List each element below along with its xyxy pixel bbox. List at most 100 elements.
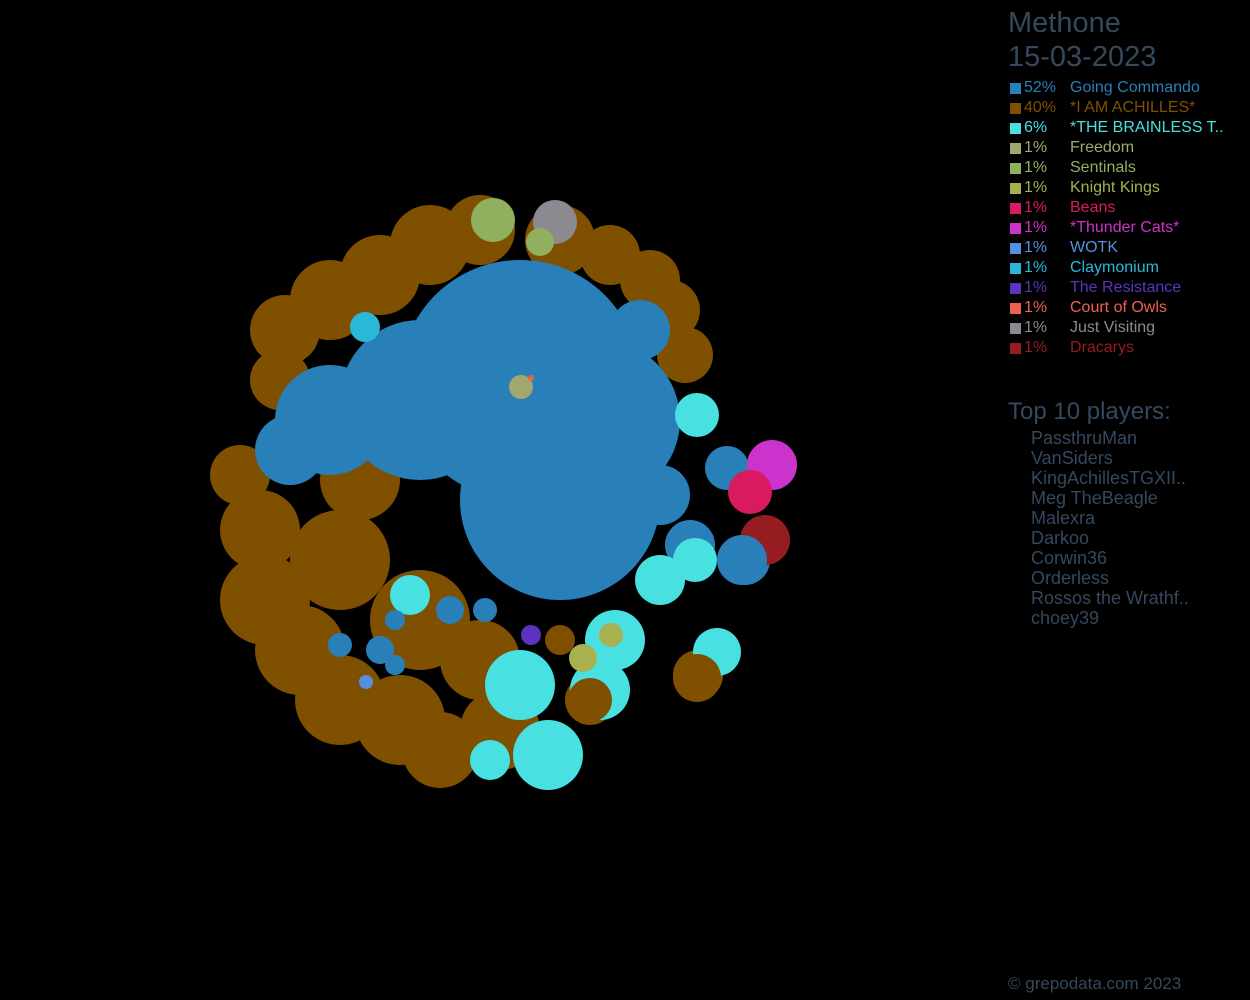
- legend-alliance-name: Freedom: [1070, 139, 1135, 156]
- player-name: VanSiders: [1031, 448, 1113, 468]
- copyright-footer: © grepodata.com 2023: [1008, 974, 1182, 993]
- territory-region: [471, 198, 515, 242]
- territory-region: [385, 610, 405, 630]
- legend-item: 6% *THE BRAINLESS T..: [1008, 118, 1248, 138]
- legend-alliance-name: Going Commando: [1070, 79, 1200, 96]
- territory-region: [470, 740, 510, 780]
- player-name: Orderless: [1031, 568, 1110, 588]
- territory-region: [385, 655, 405, 675]
- color-swatch-icon: [1010, 242, 1021, 254]
- color-swatch-icon: [1010, 262, 1021, 274]
- legend-percent: 1%: [1024, 159, 1048, 176]
- territory-region: [630, 465, 690, 525]
- player-name: Rossos the Wrathf..: [1031, 588, 1189, 608]
- territory-region: [657, 327, 713, 383]
- territory-region: [526, 228, 554, 256]
- color-swatch-icon: [1010, 162, 1021, 174]
- legend-alliance-name: *Thunder Cats*: [1070, 219, 1180, 236]
- world-name: Methone: [1008, 7, 1121, 39]
- territory-region: [717, 535, 767, 585]
- territory-region: [521, 625, 541, 645]
- legend-alliance-name: Dracarys: [1070, 339, 1135, 356]
- player-name: PassthruMan: [1031, 428, 1138, 448]
- territory-region: [675, 393, 719, 437]
- legend-percent: 40%: [1024, 99, 1057, 116]
- territory-region: [473, 598, 497, 622]
- legend-item: 1% Freedom: [1008, 138, 1248, 158]
- player-name: Meg TheBeagle: [1031, 488, 1158, 508]
- territory-region: [599, 623, 623, 647]
- alliance-legend: 52% Going Commando 40% *I AM ACHILLES* 6% *TH…: [1008, 78, 1248, 358]
- legend-percent: 1%: [1024, 279, 1048, 296]
- color-swatch-icon: [1010, 102, 1021, 114]
- legend-alliance-name: *THE BRAINLESS T..: [1070, 119, 1224, 136]
- legend-percent: 1%: [1024, 139, 1048, 156]
- legend-item: 1% Sentinals: [1008, 158, 1248, 178]
- territory-region: [610, 300, 670, 360]
- legend-alliance-name: The Resistance: [1070, 279, 1182, 296]
- player-name: Darkoo: [1031, 528, 1090, 548]
- color-swatch-icon: [1010, 222, 1021, 234]
- legend-item: 1% Beans: [1008, 198, 1248, 218]
- legend-alliance-name: WOTK: [1070, 239, 1118, 256]
- legend-percent: 1%: [1024, 239, 1048, 256]
- color-swatch-icon: [1010, 322, 1021, 334]
- territory-region: [350, 312, 380, 342]
- territory-region: [528, 375, 534, 381]
- territory-region: [728, 470, 772, 514]
- player-name: Corwin36: [1031, 548, 1108, 568]
- legend-alliance-name: Court of Owls: [1070, 299, 1167, 316]
- player-name: Malexra: [1031, 508, 1096, 528]
- color-swatch-icon: [1010, 122, 1021, 134]
- color-swatch-icon: [1010, 82, 1021, 94]
- top-players-title: Top 10 players:: [1008, 398, 1171, 425]
- legend-alliance-name: *I AM ACHILLES*: [1070, 99, 1196, 116]
- territory-region: [255, 415, 325, 485]
- legend-percent: 52%: [1024, 79, 1057, 96]
- color-swatch-icon: [1010, 342, 1021, 354]
- territory-region: [513, 720, 583, 790]
- legend-alliance-name: Just Visiting: [1070, 319, 1156, 336]
- legend-percent: 6%: [1024, 119, 1048, 136]
- color-swatch-icon: [1010, 182, 1021, 194]
- territory-region: [460, 400, 660, 600]
- territory-region: [635, 555, 685, 605]
- legend-item: 1% Dracarys: [1008, 338, 1248, 358]
- territory-region: [673, 654, 721, 702]
- color-swatch-icon: [1010, 202, 1021, 214]
- legend-item: 40% *I AM ACHILLES*: [1008, 98, 1248, 118]
- territory-region: [220, 490, 300, 570]
- map-date: 15-03-2023: [1008, 41, 1157, 73]
- legend-item: 1% Claymonium: [1008, 258, 1248, 278]
- territory-region: [485, 650, 555, 720]
- territory-region: [455, 265, 545, 355]
- legend-alliance-name: Claymonium: [1070, 259, 1159, 276]
- legend-alliance-name: Sentinals: [1070, 159, 1136, 176]
- player-name: choey39: [1031, 608, 1100, 628]
- territory-region: [436, 596, 464, 624]
- legend-percent: 1%: [1024, 179, 1048, 196]
- legend-percent: 1%: [1024, 259, 1048, 276]
- color-swatch-icon: [1010, 282, 1021, 294]
- legend-item: 52% Going Commando: [1008, 78, 1248, 98]
- legend-item: 1% WOTK: [1008, 238, 1248, 258]
- legend-item: 1% Court of Owls: [1008, 298, 1248, 318]
- legend-item: 1% Knight Kings: [1008, 178, 1248, 198]
- territory-region: [673, 538, 717, 582]
- alliance-territory-map: [210, 195, 797, 790]
- territory-region: [366, 636, 394, 664]
- legend-panel: Methone 15-03-2023 52% Going Commando 40% *…: [1008, 6, 1248, 628]
- territory-region: [568, 678, 612, 722]
- legend-alliance-name: Knight Kings: [1070, 179, 1160, 196]
- territory-region: [328, 633, 352, 657]
- legend-percent: 1%: [1024, 319, 1048, 336]
- player-name: KingAchillesTGXII..: [1031, 468, 1187, 488]
- legend-item: 1% *Thunder Cats*: [1008, 218, 1248, 238]
- legend-percent: 1%: [1024, 299, 1048, 316]
- color-swatch-icon: [1010, 142, 1021, 154]
- territory-region: [210, 445, 270, 505]
- territory-region: [359, 675, 373, 689]
- territory-region: [569, 644, 597, 672]
- territory-region: [402, 712, 478, 788]
- legend-percent: 1%: [1024, 219, 1048, 236]
